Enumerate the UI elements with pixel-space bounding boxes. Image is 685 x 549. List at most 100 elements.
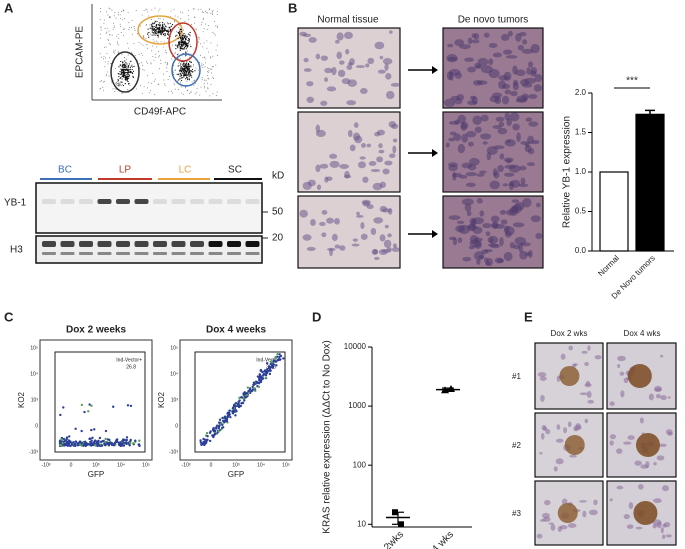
event-dot xyxy=(182,65,185,68)
cell xyxy=(477,57,489,66)
event-dot xyxy=(171,23,174,26)
event-dot xyxy=(179,79,181,81)
event-dot xyxy=(112,88,114,90)
cell xyxy=(493,145,505,150)
cell xyxy=(511,205,518,213)
band xyxy=(208,252,223,255)
event-dot xyxy=(123,76,125,78)
row-label: #3 xyxy=(512,509,521,518)
event-dot xyxy=(116,41,118,43)
event-dot xyxy=(148,31,150,34)
event-dot xyxy=(215,94,217,96)
event-dot xyxy=(168,26,170,29)
cell xyxy=(634,460,642,466)
event-dot xyxy=(212,93,214,95)
cell xyxy=(567,421,572,428)
event-dot xyxy=(207,75,209,77)
cell xyxy=(329,153,338,159)
event-dot xyxy=(107,61,109,63)
cell xyxy=(306,81,314,87)
event-dot xyxy=(190,61,192,63)
event-dot xyxy=(182,43,185,45)
cell xyxy=(365,63,370,68)
point xyxy=(398,521,404,528)
event-dot xyxy=(76,442,79,445)
event-dot xyxy=(148,92,150,94)
cell xyxy=(472,115,483,125)
cell xyxy=(623,377,629,384)
event-dot xyxy=(182,69,184,72)
event-dot xyxy=(119,77,121,80)
event-dot xyxy=(156,46,158,48)
lane-label: SC xyxy=(228,165,242,176)
event-dot xyxy=(174,88,176,90)
event-dot xyxy=(86,442,90,446)
event-dot xyxy=(101,440,104,443)
event-dot xyxy=(130,60,132,62)
event-dot xyxy=(124,74,126,76)
event-dot xyxy=(191,81,193,83)
event-dot xyxy=(122,75,125,77)
event-dot xyxy=(173,82,175,84)
event-dot xyxy=(72,441,75,444)
plot-frame xyxy=(39,339,153,461)
event-dot xyxy=(185,87,187,89)
cell xyxy=(454,39,465,47)
cell xyxy=(594,355,602,360)
event-dot xyxy=(99,37,101,39)
event-dot xyxy=(180,66,182,68)
event-dot xyxy=(103,90,105,92)
event-dot xyxy=(138,54,140,56)
event-dot xyxy=(108,441,111,445)
event-dot xyxy=(122,19,124,21)
axis-label: KRAS relative expression (ΔΔCt to No Dox… xyxy=(322,340,333,533)
band xyxy=(97,252,112,255)
cell xyxy=(539,452,543,455)
cell xyxy=(392,138,398,143)
event-dot xyxy=(113,50,115,52)
event-dot xyxy=(181,44,183,47)
event-dot xyxy=(91,436,94,440)
y-tick-label: 1000 xyxy=(348,401,366,410)
event-dot xyxy=(147,62,149,64)
band xyxy=(97,199,112,204)
cell xyxy=(302,234,312,241)
event-dot xyxy=(150,33,152,35)
x-tick-label: 10⁴ xyxy=(257,462,265,468)
cell xyxy=(482,141,488,145)
cell xyxy=(384,63,389,71)
event-dot xyxy=(154,20,156,23)
band xyxy=(134,199,149,204)
event-dot xyxy=(184,39,187,41)
event-dot xyxy=(183,45,185,47)
event-dot xyxy=(185,78,187,80)
event-dot xyxy=(203,42,205,44)
event-dot xyxy=(74,444,77,448)
event-dot xyxy=(114,88,116,90)
event-dot xyxy=(178,32,180,34)
event-dot xyxy=(227,412,230,415)
event-dot xyxy=(133,43,135,45)
event-dot xyxy=(207,87,209,89)
event-dot xyxy=(132,76,135,78)
event-dot xyxy=(175,44,177,46)
event-dot xyxy=(146,61,148,63)
cell xyxy=(464,57,474,62)
event-dot xyxy=(266,369,269,372)
event-dot xyxy=(127,72,129,74)
event-dot xyxy=(143,35,145,37)
event-dot xyxy=(163,30,166,32)
event-dot xyxy=(234,401,238,405)
event-dot xyxy=(177,43,179,46)
event-dot xyxy=(152,39,154,41)
event-dot xyxy=(237,400,240,404)
event-dot xyxy=(121,92,123,94)
event-dot xyxy=(175,51,177,53)
cell xyxy=(299,209,308,218)
event-dot xyxy=(211,10,213,12)
event-dot xyxy=(108,438,111,442)
histology xyxy=(297,27,544,269)
event-dot xyxy=(180,63,182,65)
event-dot xyxy=(99,87,101,89)
event-dot xyxy=(129,70,132,73)
